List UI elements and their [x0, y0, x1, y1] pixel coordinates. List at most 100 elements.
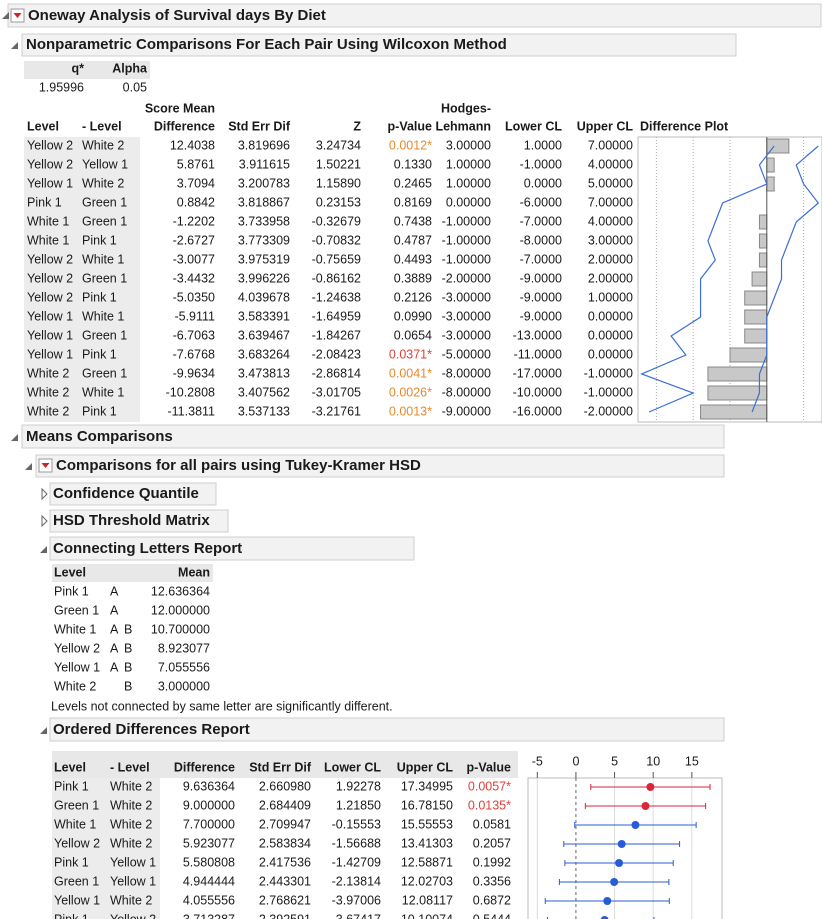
cell: 0.00000	[588, 347, 633, 361]
cell: 2.768621	[259, 893, 311, 907]
x-tick-label: 15	[685, 754, 699, 768]
cell: 0.05	[123, 80, 147, 94]
cell: -5.00000	[442, 347, 491, 361]
cell: Green 1	[54, 603, 99, 617]
cell: Yellow 1	[82, 157, 128, 171]
cell: 2.443301	[259, 874, 311, 888]
cell: Pink 1	[27, 195, 62, 209]
cell: Yellow 2	[27, 290, 73, 304]
cell: 1.00000	[446, 176, 491, 190]
x-tick-label: 10	[646, 754, 660, 768]
disclosure-icon[interactable]	[2, 12, 9, 19]
cell: 7.700000	[183, 817, 235, 831]
cell: 3.473813	[238, 366, 290, 380]
cell: 0.5444	[473, 912, 511, 919]
cell: Yellow 2	[110, 912, 156, 919]
column-header: p-Value	[388, 119, 433, 133]
cell: 1.50221	[316, 157, 361, 171]
column-header: Difference	[154, 119, 215, 133]
cell: A	[110, 622, 119, 636]
cell: -3.00000	[442, 309, 491, 323]
cell: 8.923077	[158, 641, 210, 655]
cell: 0.00000	[446, 195, 491, 209]
cell: 0.0581	[473, 817, 511, 831]
column-header: Score Mean	[145, 101, 215, 115]
cell: 3.24734	[316, 138, 361, 152]
cell: 4.039678	[238, 290, 290, 304]
note: Levels not connected by same letter are …	[51, 699, 393, 713]
outline-box	[49, 482, 217, 506]
error-bar	[547, 917, 655, 919]
cell: 2.00000	[588, 271, 633, 285]
section-title: Comparisons for all pairs using Tukey-Kr…	[56, 457, 421, 474]
cell: 3.975319	[238, 252, 290, 266]
cell: -3.21761	[312, 404, 361, 418]
cell: -5.9111	[174, 309, 215, 323]
point	[603, 897, 612, 905]
cell: White 2	[110, 798, 152, 812]
cell: White 2	[110, 836, 152, 850]
cell: Green 1	[82, 328, 127, 342]
column-header: Alpha	[112, 61, 148, 75]
cell: White 2	[110, 893, 152, 907]
cell: Yellow 2	[27, 138, 73, 152]
cell: -1.2202	[173, 214, 215, 228]
cell: 7.00000	[588, 195, 633, 209]
cell: Yellow 1	[110, 855, 156, 869]
cell: 1.95996	[39, 80, 84, 94]
cell: 3.819696	[238, 138, 290, 152]
cell: 17.34995	[401, 779, 453, 793]
bar	[766, 157, 775, 173]
cell: 3.537133	[238, 404, 290, 418]
cell: 1.0000	[524, 138, 562, 152]
cell: Pink 1	[82, 290, 117, 304]
cell: Green 1	[82, 271, 127, 285]
disclosure-icon[interactable]	[11, 42, 18, 49]
cell: -2.08423	[312, 347, 361, 361]
cell: 0.3356	[473, 874, 511, 888]
cell: 0.0057*	[468, 779, 511, 793]
cell: 5.00000	[588, 176, 633, 190]
cell: -9.0000	[520, 271, 562, 285]
cell: 0.1992	[473, 855, 511, 869]
cell: 15.55553	[401, 817, 453, 831]
disclosure-icon[interactable]	[40, 727, 47, 734]
cell: 3.818867	[238, 195, 290, 209]
column-header: Upper CL	[397, 760, 454, 774]
cell: Pink 1	[82, 233, 117, 247]
column-header: Std Err Dif	[228, 119, 291, 133]
x-tick-label: -5	[532, 754, 543, 768]
cell: White 1	[54, 622, 96, 636]
cell: 9.000000	[183, 798, 235, 812]
column-header: Difference	[174, 760, 235, 774]
cell: White 2	[110, 779, 152, 793]
cell: Green 1	[54, 798, 99, 812]
disclosure-icon[interactable]	[41, 514, 48, 528]
cell: 0.3889	[394, 271, 432, 285]
disclosure-icon[interactable]	[25, 463, 32, 470]
cell: Pink 1	[54, 584, 89, 598]
disclosure-icon[interactable]	[40, 546, 47, 553]
cell: 0.00000	[588, 309, 633, 323]
bar	[707, 366, 768, 382]
section-title: Means Comparisons	[26, 428, 173, 445]
cell: Pink 1	[82, 404, 117, 418]
cell: -10.2808	[166, 385, 215, 399]
cell: 3.639467	[238, 328, 290, 342]
cell: 1.00000	[446, 157, 491, 171]
cell: Yellow 2	[54, 641, 100, 655]
cell: -2.13814	[332, 874, 381, 888]
report-title: Oneway Analysis of Survival days By Diet	[28, 7, 326, 24]
cell: -3.01705	[312, 385, 361, 399]
disclosure-icon[interactable]	[11, 434, 18, 441]
cell: -1.42709	[332, 855, 381, 869]
cell: 0.2465	[394, 176, 432, 190]
disclosure-icon[interactable]	[41, 487, 48, 501]
cell: A	[110, 641, 119, 655]
cell: Yellow 1	[27, 309, 73, 323]
cell: -8.0000	[520, 233, 562, 247]
cell: 13.41303	[401, 836, 453, 850]
cell: Yellow 2	[54, 836, 100, 850]
cell: 2.00000	[588, 252, 633, 266]
cell: 1.21850	[336, 798, 381, 812]
